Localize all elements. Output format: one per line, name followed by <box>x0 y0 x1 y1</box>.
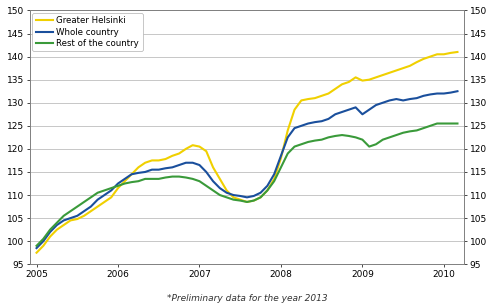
Rest of the country <box>34 244 40 248</box>
Text: *Preliminary data for the year 2013: *Preliminary data for the year 2013 <box>166 294 328 303</box>
Rest of the country <box>448 122 453 125</box>
Whole country <box>244 195 250 199</box>
Whole country <box>326 117 331 121</box>
Greater Helsinki <box>231 195 237 199</box>
Greater Helsinki <box>454 50 460 54</box>
Greater Helsinki <box>149 159 155 162</box>
Greater Helsinki <box>448 51 453 55</box>
Whole country <box>448 91 453 95</box>
Whole country <box>454 89 460 93</box>
Rest of the country <box>244 200 250 204</box>
Greater Helsinki <box>34 251 40 254</box>
Greater Helsinki <box>326 92 331 95</box>
Rest of the country <box>149 177 155 181</box>
Line: Greater Helsinki: Greater Helsinki <box>37 52 457 253</box>
Legend: Greater Helsinki, Whole country, Rest of the country: Greater Helsinki, Whole country, Rest of… <box>32 13 143 51</box>
Line: Rest of the country: Rest of the country <box>37 123 457 246</box>
Rest of the country <box>454 122 460 125</box>
Line: Whole country: Whole country <box>37 91 457 248</box>
Whole country <box>149 168 155 171</box>
Rest of the country <box>434 122 440 125</box>
Rest of the country <box>163 176 168 179</box>
Greater Helsinki <box>244 200 250 204</box>
Rest of the country <box>231 198 237 202</box>
Whole country <box>231 193 237 197</box>
Greater Helsinki <box>163 157 168 161</box>
Whole country <box>163 167 168 170</box>
Whole country <box>34 246 40 250</box>
Rest of the country <box>326 136 331 139</box>
